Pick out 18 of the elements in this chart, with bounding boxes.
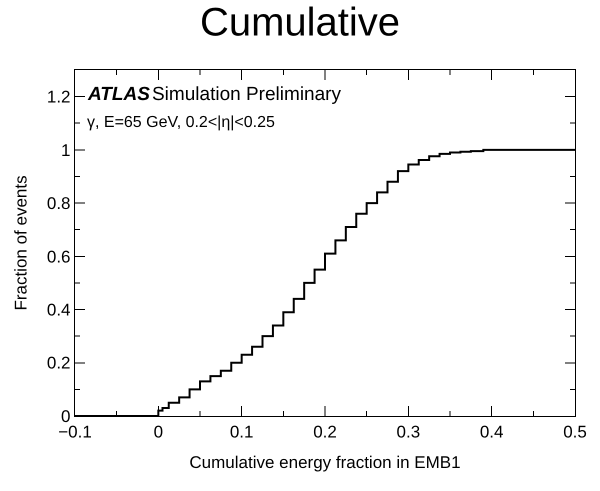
annotation: ATLAS bbox=[87, 84, 150, 105]
x-tick-label: 0 bbox=[154, 422, 164, 442]
x-tick-label: 0.1 bbox=[230, 422, 254, 442]
annotation: Simulation Preliminary bbox=[152, 84, 342, 105]
y-tick-label: 1 bbox=[61, 140, 70, 160]
y-tick-label: 0.8 bbox=[46, 194, 70, 214]
x-tick-label: 0.3 bbox=[396, 422, 420, 442]
y-tick-label: 0.4 bbox=[46, 300, 70, 320]
y-tick-label: 0.2 bbox=[46, 354, 70, 373]
annotation: γ, E=65 GeV, 0.2<|η|<0.25 bbox=[87, 114, 275, 131]
x-tick-label: 0.4 bbox=[480, 422, 504, 442]
y-tick-label: 1.2 bbox=[46, 88, 70, 107]
x-axis-title: Cumulative energy fraction in EMB1 bbox=[189, 452, 461, 472]
y-axis-title: Fraction of events bbox=[11, 175, 30, 311]
chart-title: Cumulative bbox=[200, 0, 400, 44]
y-tick-label: 0.6 bbox=[46, 247, 70, 266]
x-tick-label: 0.5 bbox=[563, 422, 587, 442]
x-tick-label: 0.2 bbox=[313, 422, 337, 442]
